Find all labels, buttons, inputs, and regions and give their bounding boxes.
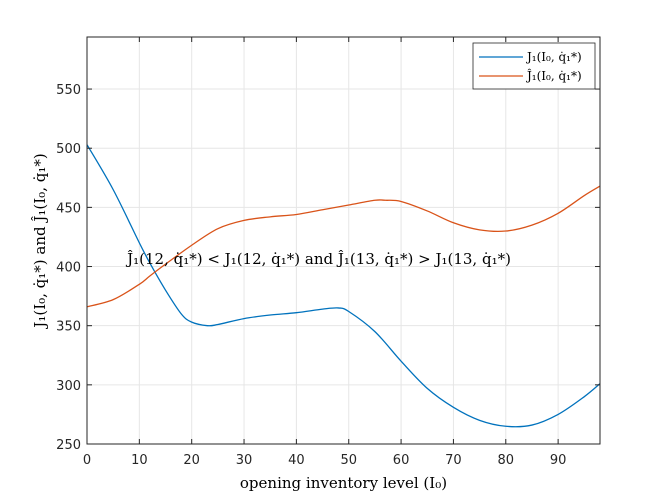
- x-tick-label: 60: [393, 453, 410, 468]
- legend-box: [472, 42, 596, 90]
- plot-area: [87, 37, 600, 444]
- legend-label-1: J₁(I₀, q̇₁*): [525, 50, 582, 64]
- series-line-1: [86, 144, 601, 428]
- y-tick-label: 450: [56, 201, 81, 216]
- x-tick-label: 90: [550, 453, 567, 468]
- y-tick-label: 550: [56, 83, 81, 98]
- axes-box: [86, 36, 601, 445]
- y-tick-label: 250: [56, 438, 81, 453]
- y-tick-label: 300: [56, 379, 81, 394]
- legend-label-2: Ĵ₁(I₀, q̇₁*): [525, 68, 582, 83]
- x-tick-label: 0: [83, 453, 91, 468]
- y-tick-label: 400: [56, 261, 81, 276]
- legend: J₁(I₀, q̇₁*) Ĵ₁(I₀, q̇₁*): [472, 42, 596, 90]
- x-tick-label: 70: [445, 453, 462, 468]
- series-line-2: [86, 185, 601, 308]
- x-tick-label: 80: [498, 453, 515, 468]
- x-tick-label: 20: [183, 453, 200, 468]
- x-tick-label: 50: [340, 453, 357, 468]
- y-axis-label: J₁(I₀, q̇₁*) and Ĵ₁(I₀, q̇₁*): [31, 153, 49, 329]
- x-tick-label: 40: [288, 453, 305, 468]
- y-tick-label: 350: [56, 320, 81, 335]
- x-tick-label: 10: [131, 453, 148, 468]
- y-tick-label: 500: [56, 142, 81, 157]
- x-axis-label: opening inventory level (I₀): [240, 474, 447, 492]
- x-tick-label: 30: [236, 453, 253, 468]
- annotation-text: Ĵ₁(12, q̇₁*) < J₁(12, q̇₁*) and Ĵ₁(13, q…: [125, 250, 511, 268]
